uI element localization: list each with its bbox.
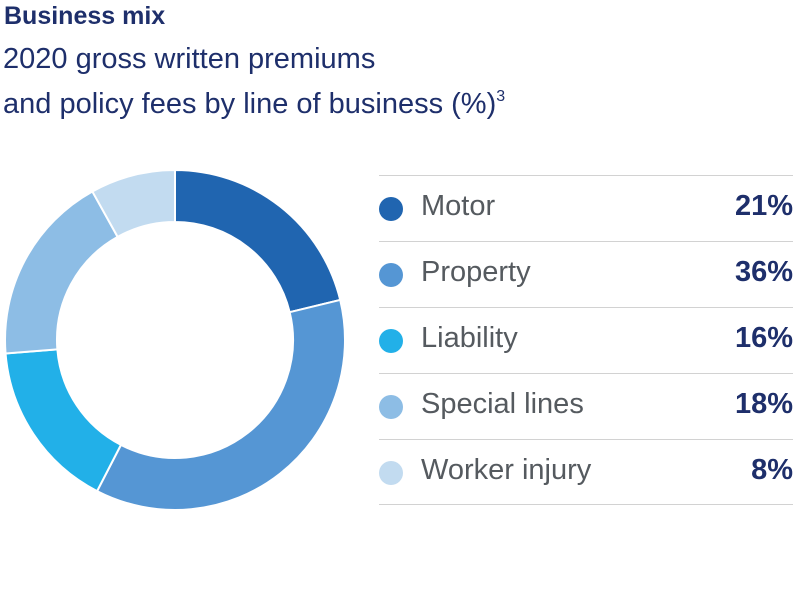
legend-label-worker-injury: Worker injury xyxy=(421,454,592,486)
legend: Motor 21% Property 36% Liability 16% Spe… xyxy=(379,175,793,505)
chart-title: Business mix xyxy=(4,2,166,30)
legend-label-property: Property xyxy=(421,256,531,288)
legend-row-motor: Motor 21% xyxy=(379,175,793,241)
legend-row-special-lines: Special lines 18% xyxy=(379,373,793,439)
legend-row-property: Property 36% xyxy=(379,241,793,307)
donut-slice-motor xyxy=(174,168,342,314)
donut-slice-liability xyxy=(4,348,123,493)
legend-value-liability: 16% xyxy=(734,322,793,354)
subtitle-line-1: 2020 gross written premiums xyxy=(3,43,376,75)
footnote-marker: 3 xyxy=(496,88,506,105)
legend-swatch-motor xyxy=(379,197,403,221)
legend-label-liability: Liability xyxy=(421,322,518,354)
legend-label-motor: Motor xyxy=(421,190,496,222)
legend-value-motor: 21% xyxy=(734,190,793,222)
donut-chart xyxy=(4,168,346,511)
chart-subtitle: 2020 gross written premiums and policy f… xyxy=(3,41,505,123)
subtitle-line-2: and policy fees by line of business (%) xyxy=(3,88,497,120)
legend-swatch-property xyxy=(379,263,403,287)
donut-slice-worker-injury xyxy=(90,168,176,239)
donut-slice-special-lines xyxy=(4,190,119,355)
legend-value-special-lines: 18% xyxy=(734,388,793,420)
legend-row-worker-injury: Worker injury 8% xyxy=(379,439,793,505)
legend-swatch-worker-injury xyxy=(379,461,403,485)
legend-value-worker-injury: 8% xyxy=(751,454,793,486)
legend-label-special-lines: Special lines xyxy=(421,388,584,420)
legend-swatch-special-lines xyxy=(379,395,403,419)
legend-row-liability: Liability 16% xyxy=(379,307,793,373)
legend-value-property: 36% xyxy=(734,256,793,288)
legend-swatch-liability xyxy=(379,329,403,353)
donut-slice-property xyxy=(95,298,346,511)
